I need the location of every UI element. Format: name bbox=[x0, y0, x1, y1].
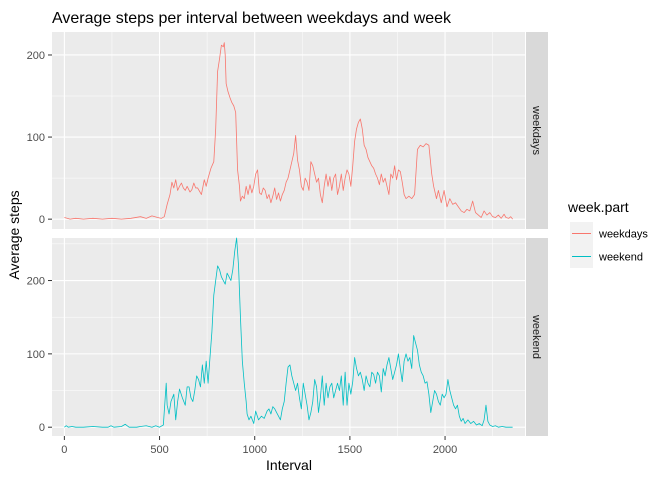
legend-label-weekend: weekend bbox=[598, 252, 643, 264]
facet-panel-weekend: 0 100 200 weekend bbox=[27, 237, 548, 436]
series-line-weekend bbox=[64, 237, 513, 428]
series-line-weekdays bbox=[64, 42, 513, 220]
chart-title: Average steps per interval between weekd… bbox=[52, 10, 452, 27]
y-tick-label: 100 bbox=[27, 349, 45, 361]
x-tick-label: 2000 bbox=[433, 444, 457, 456]
x-tick-label: 1500 bbox=[338, 444, 362, 456]
facet-strip-label: weekdays bbox=[530, 105, 542, 155]
panel-background bbox=[52, 32, 525, 229]
legend-title: week.part bbox=[567, 199, 629, 215]
legend-label-weekdays: weekdays bbox=[598, 229, 648, 241]
y-tick-label: 200 bbox=[27, 50, 45, 62]
x-tick-label: 1000 bbox=[242, 444, 266, 456]
y-tick-label: 200 bbox=[27, 276, 45, 288]
facet-strip bbox=[526, 238, 548, 436]
x-axis: 0 500 1000 1500 2000 bbox=[61, 436, 457, 456]
facet-panels: 0 100 200 weekdays 0 100 200 weekend bbox=[27, 32, 548, 436]
legend: week.part weekdays weekend bbox=[567, 199, 648, 268]
facet-panel-weekdays: 0 100 200 weekdays bbox=[27, 32, 548, 229]
facet-strip-label: weekend bbox=[530, 314, 542, 359]
panel-background bbox=[52, 238, 525, 436]
x-tick-label: 500 bbox=[150, 444, 168, 456]
y-tick-label: 0 bbox=[39, 214, 45, 226]
x-tick-label: 0 bbox=[61, 444, 67, 456]
x-axis-label: Interval bbox=[266, 457, 312, 473]
y-tick-label: 0 bbox=[39, 422, 45, 434]
y-axis-label: Average steps bbox=[6, 190, 22, 279]
y-tick-label: 100 bbox=[27, 132, 45, 144]
facet-strip bbox=[526, 32, 548, 229]
